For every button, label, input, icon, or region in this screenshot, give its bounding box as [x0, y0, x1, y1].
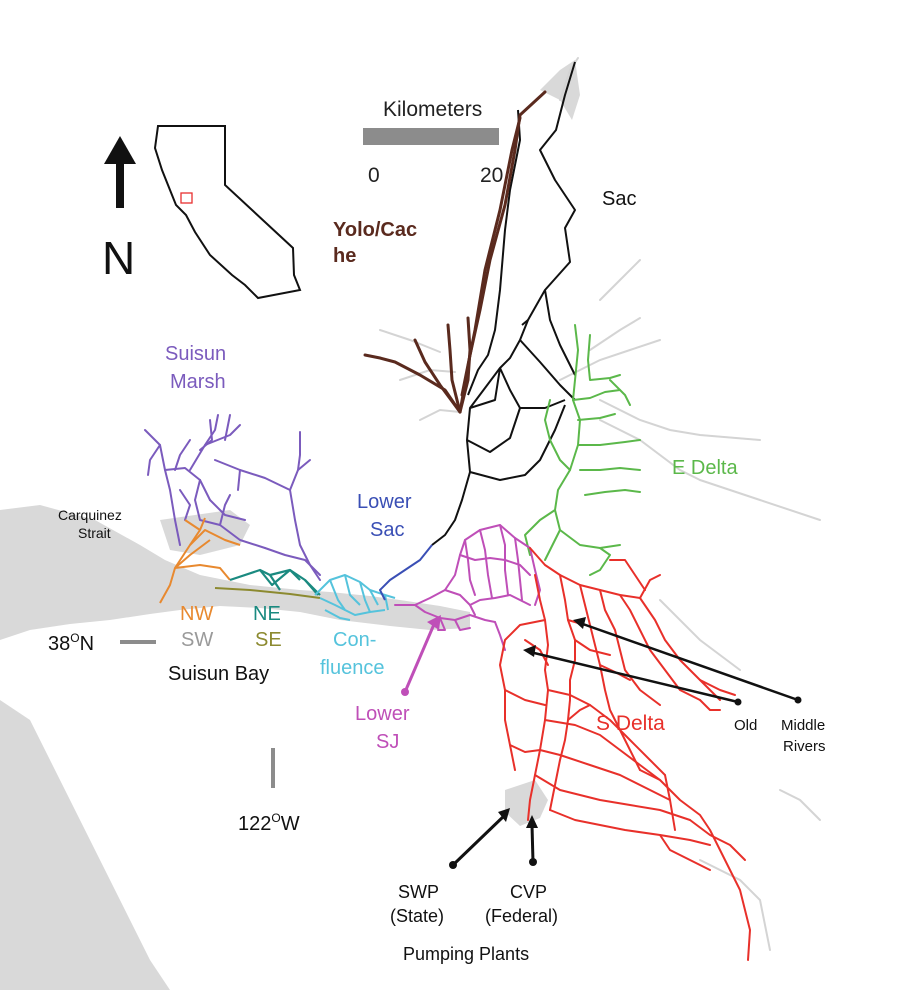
cvp-arrowhead-icon [526, 815, 538, 828]
se-label: SE [255, 629, 282, 651]
nw-label: NW [180, 603, 213, 625]
yolo-label-line1: Yolo/Cac [333, 219, 417, 241]
middle-river-arrow-dot [794, 696, 802, 704]
longitude-label: 122OW [238, 811, 300, 835]
annotation-arrows [401, 615, 802, 869]
sac-label: Sac [602, 188, 636, 210]
carquinez-label-line1: Carquinez [58, 507, 122, 523]
e-delta-label: E Delta [672, 457, 738, 479]
longitude-degree: O [271, 811, 280, 825]
longitude-hemisphere: W [281, 813, 300, 835]
tributaries [379, 57, 821, 951]
lower-sj-label-line1: Lower [355, 703, 410, 725]
ne-label: NE [253, 603, 281, 625]
middle-river-arrow [579, 621, 799, 702]
suisun-label-line2: Marsh [170, 371, 226, 393]
suisun-label-line1: Suisun [165, 343, 226, 365]
ne-region-network [229, 568, 321, 596]
e-delta-region-network [524, 324, 641, 576]
longitude-tick [271, 748, 275, 788]
california-outline [153, 125, 302, 300]
north-arrow-shaft-icon [116, 160, 124, 208]
se-region-network [214, 587, 321, 599]
swp-arrow-dot [449, 861, 457, 869]
lower-sac-label-line1: Lower [357, 491, 412, 513]
study-area-box [180, 192, 193, 204]
cvp-arrow-dot [529, 858, 537, 866]
suisun-bay-label: Suisun Bay [168, 663, 269, 685]
scale-bar-end: 20 [480, 164, 503, 187]
yolo-label-line2: he [333, 245, 356, 267]
lower-sj-label-line2: SJ [376, 731, 399, 753]
s-delta-region-network [499, 547, 751, 961]
scale-bar-start: 0 [368, 164, 380, 187]
lower-sj-arrowhead-icon [427, 615, 441, 630]
confluence-label-line2: fluence [320, 657, 385, 679]
scale-bar: Kilometers 0 20 [363, 98, 503, 187]
north-letter: N [102, 232, 135, 284]
suisun-region-network [144, 414, 321, 581]
yolo-region-network [363, 90, 547, 414]
longitude-value: 122 [238, 813, 271, 835]
rivers-label: Rivers [783, 738, 826, 755]
old-river-arrow-dot [734, 698, 742, 706]
sw-label: SW [181, 629, 213, 651]
swp-label-line2: (State) [390, 906, 444, 926]
s-delta-label: S Delta [596, 712, 665, 735]
north-arrow-head-icon [104, 136, 136, 164]
latitude-tick [120, 640, 156, 644]
old-river-arrow [529, 650, 739, 704]
coordinate-ticks [120, 640, 275, 788]
confluence-region-network [314, 574, 396, 621]
scale-bar-rect [363, 128, 499, 145]
middle-river-label: Middle [781, 717, 825, 734]
cvp-label-line2: (Federal) [485, 906, 558, 926]
middle-river-arrowhead-icon [573, 617, 586, 629]
scale-bar-title: Kilometers [383, 98, 482, 121]
map-labels: Yolo/Cac he Sac Suisun Marsh Carquinez S… [48, 188, 826, 964]
confluence-label-line1: Con- [333, 629, 376, 651]
pumping-plants-label: Pumping Plants [403, 944, 529, 964]
old-river-arrowhead-icon [523, 645, 536, 657]
cvp-arrow [530, 824, 535, 863]
latitude-label: 38ON [48, 631, 94, 655]
carquinez-label-line2: Strait [78, 525, 111, 541]
water-background [0, 60, 580, 990]
old-river-label: Old [734, 717, 757, 734]
cvp-label-line1: CVP [510, 882, 547, 902]
latitude-hemisphere: N [80, 633, 94, 655]
swp-label-line1: SWP [398, 882, 439, 902]
nw-region-network [159, 517, 241, 604]
california-inset [153, 125, 302, 300]
lower-sac-label-line2: Sac [370, 519, 404, 541]
lower-sj-arrow-dot [401, 688, 409, 696]
north-arrow: N [102, 136, 136, 284]
lower-sj-region-network [394, 524, 541, 651]
sac-region-network [431, 61, 576, 546]
swp-arrowhead-icon [498, 808, 510, 822]
latitude-value: 38 [48, 633, 70, 655]
lower-sj-arrow [403, 621, 437, 693]
latitude-degree: O [70, 631, 79, 645]
lower-sac-region-network [379, 544, 433, 601]
swp-arrow [451, 813, 507, 867]
